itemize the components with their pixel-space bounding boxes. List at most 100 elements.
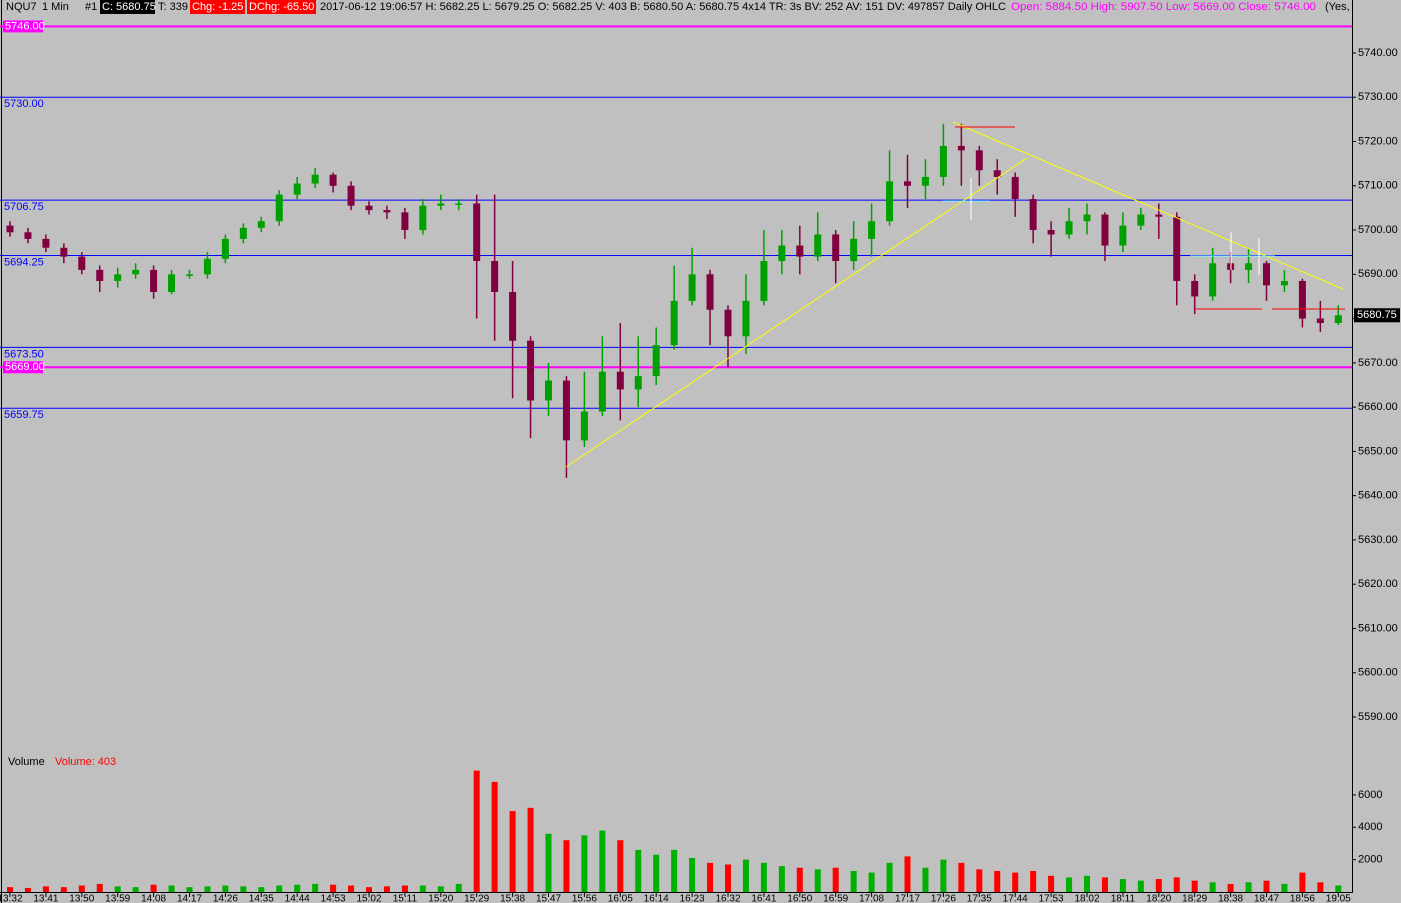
x-tick-label: 16:50 — [787, 894, 812, 903]
x-tick-label: 17:26 — [931, 894, 956, 903]
x-tick-label: 19:05 — [1326, 894, 1351, 903]
candle-body — [850, 238, 858, 262]
x-tick-label: 18:56 — [1290, 894, 1315, 903]
candle-body — [868, 221, 876, 239]
volume-bar — [1317, 882, 1324, 892]
x-tick-label: 17:53 — [1039, 894, 1064, 903]
volume-bar — [150, 884, 157, 892]
header-tail: (Yes, — [1325, 1, 1350, 13]
volume-bar — [1084, 875, 1090, 892]
candle-body — [1280, 280, 1288, 286]
candle-body — [239, 227, 247, 239]
candle-body — [24, 232, 32, 239]
x-tick-label: 15:47 — [536, 894, 561, 903]
candle-body — [1155, 214, 1163, 217]
candle-body — [186, 274, 193, 276]
y-tick-label: 5710.00 — [1358, 180, 1398, 192]
trend-line — [565, 157, 1028, 468]
y-tick-label: 4000 — [1358, 821, 1382, 833]
volume-bar — [312, 883, 319, 892]
candle-body — [580, 411, 588, 441]
volume-bar — [1191, 880, 1198, 892]
close-box — [100, 0, 155, 14]
y-tick-label: 5610.00 — [1358, 622, 1398, 634]
candle-body — [1011, 176, 1019, 200]
volume-bar — [1048, 875, 1055, 892]
x-tick-label: 18:11 — [1111, 894, 1136, 903]
x-tick-label: 13:50 — [69, 894, 94, 903]
level-label: 5730.00 — [4, 98, 44, 110]
y-tick-label: 5640.00 — [1358, 490, 1398, 502]
candle-body — [939, 145, 947, 177]
candle-body — [1029, 199, 1037, 231]
y-tick-label: 5720.00 — [1358, 135, 1398, 147]
candle-body — [1101, 214, 1109, 246]
level-label: 5673.50 — [4, 348, 44, 360]
candle-body — [545, 380, 552, 401]
volume-bar — [24, 887, 31, 892]
y-tick-label: 5690.00 — [1358, 268, 1398, 280]
x-tick-label: 17:17 — [895, 894, 920, 903]
candle-body — [562, 380, 570, 441]
x-tick-label: 18:29 — [1182, 894, 1207, 903]
x-tick-label: 14:44 — [285, 894, 310, 903]
volume-bar — [1173, 877, 1180, 892]
volume-bar — [96, 883, 103, 892]
x-tick-label: 16:59 — [823, 894, 848, 903]
volume-bar — [922, 867, 929, 892]
x-tick-label: 15:56 — [572, 894, 597, 903]
volume-bar — [940, 859, 947, 892]
candle-body — [275, 194, 283, 222]
volume-bar — [168, 885, 175, 892]
candle-body — [1263, 263, 1270, 286]
volume-bar — [222, 885, 229, 892]
x-tick-label: 16:14 — [644, 894, 669, 903]
volume-bar — [401, 885, 408, 892]
volume-title: Volume — [8, 756, 45, 768]
volume-bar — [419, 885, 426, 892]
volume-bar — [383, 886, 390, 892]
y-tick-label: 2000 — [1358, 854, 1382, 866]
symbol: NQU7 — [6, 1, 37, 13]
volume-bar — [796, 867, 803, 892]
volume-bar — [778, 866, 785, 892]
candle-body — [886, 181, 894, 222]
volume-bar — [1030, 870, 1037, 892]
candle-body — [455, 203, 463, 205]
candle-body — [1065, 221, 1073, 235]
candle-body — [724, 309, 732, 337]
volume-bar — [725, 864, 731, 892]
candle-body — [904, 181, 911, 186]
volume-bar — [832, 867, 839, 892]
volume-bar — [671, 849, 678, 892]
level-label-box — [3, 361, 43, 374]
volume-bar — [1245, 882, 1252, 892]
level-label: 5669.00 — [5, 361, 45, 373]
chart-number: #1 — [85, 1, 97, 13]
candle-body — [329, 174, 337, 186]
header: NQU7 1 Min #1 C: 5680.75 T: 339 Chg: -1.… — [6, 0, 1350, 14]
candle-body — [616, 371, 624, 390]
day-change-box — [247, 0, 316, 14]
candle-body — [706, 274, 714, 310]
volume-bar — [204, 886, 211, 892]
volume-bar — [1066, 877, 1073, 892]
volume-bar — [994, 870, 1001, 892]
volume-bar — [958, 862, 965, 892]
close: C: 5680.75 — [102, 1, 156, 13]
volume-bar — [1101, 877, 1108, 892]
volume-bar — [868, 872, 875, 892]
level-label: 5659.75 — [4, 409, 44, 421]
volume-bar — [1227, 883, 1234, 892]
x-tick-label: 15:38 — [500, 894, 525, 903]
y-tick-label: 5620.00 — [1358, 578, 1398, 590]
volume-bar — [1335, 885, 1342, 892]
level-label: 5746.00 — [5, 20, 45, 32]
volume-bar — [348, 885, 355, 892]
candle-body — [491, 261, 499, 293]
candle-body — [921, 176, 929, 186]
candle-body — [1173, 216, 1181, 281]
plot-area: 5590.00 5600.00 5610.00 5620.00 5630.00 5640.… — [0, 20, 1400, 903]
candle-body — [1209, 263, 1217, 297]
